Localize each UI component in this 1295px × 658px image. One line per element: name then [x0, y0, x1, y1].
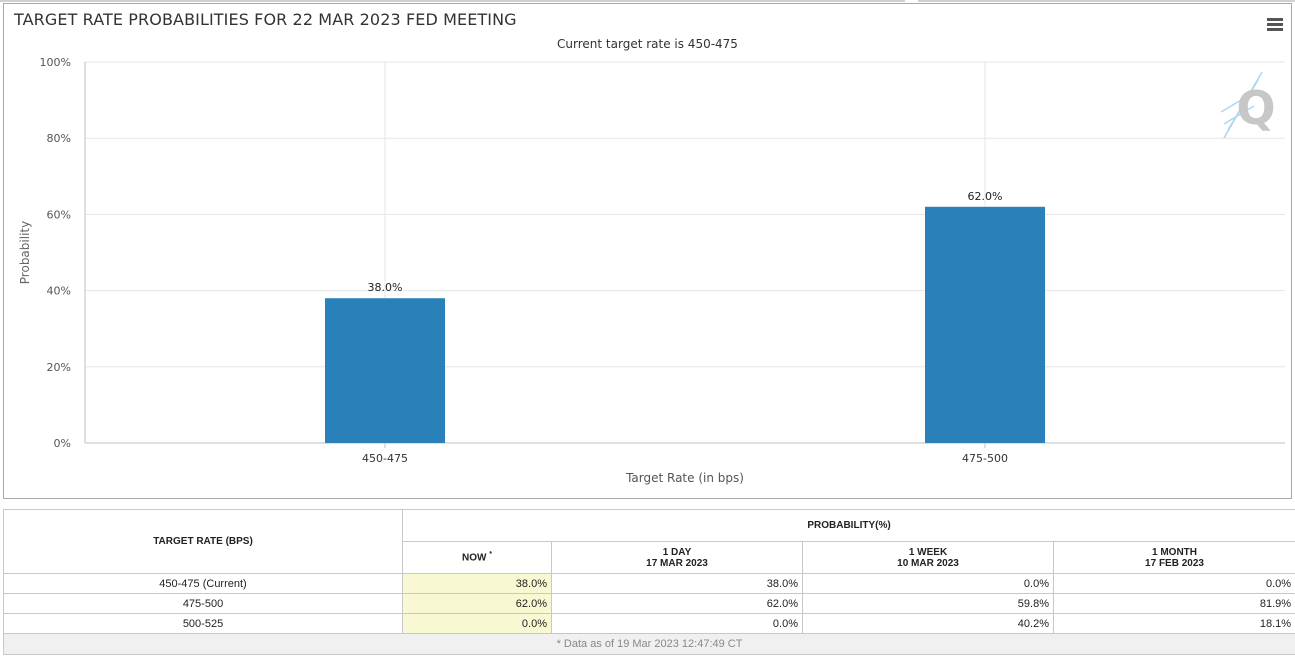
labels: 0% 20% 40% 60% 80% 100% 38.0% 450-475 62.0% 475-5… [18, 56, 1008, 485]
table-row: 500-525 0.0% 0.0% 40.2% 18.1% [3, 613, 1295, 634]
header-1-day: 1 DAY 17 MAR 2023 [551, 541, 803, 574]
y-tick-label: 0% [54, 437, 71, 450]
probability-table-wrap: TARGET RATE (BPS) PROBABILITY(%) NOW * 1… [2, 509, 1295, 655]
day-cell: 0.0% [551, 613, 803, 634]
probability-table: TARGET RATE (BPS) PROBABILITY(%) NOW * 1… [2, 509, 1295, 655]
bar-chart: 0% 20% 40% 60% 80% 100% 38.0% 450-475 62.0% 475-5… [18, 56, 1285, 485]
header-1-month: 1 MONTH 17 FEB 2023 [1052, 541, 1295, 574]
header-now: NOW * [402, 541, 552, 574]
month-cell: 18.1% [1052, 613, 1295, 634]
quikstrike-logo-icon: Q [1220, 71, 1276, 139]
table-row: 475-500 62.0% 62.0% 59.8% 81.9% [3, 593, 1295, 614]
header-probability: PROBABILITY(%) [401, 509, 1295, 542]
rate-cell: 500-525 [3, 613, 403, 634]
chart-title: TARGET RATE PROBABILITIES FOR 22 MAR 202… [14, 10, 517, 29]
rate-cell: 450-475 (Current) [3, 573, 403, 594]
y-tick-label: 80% [47, 132, 71, 145]
y-tick-label: 40% [47, 285, 71, 298]
chart-subtitle: Current target rate is 450-475 [557, 37, 738, 51]
now-cell: 38.0% [402, 573, 552, 594]
day-cell: 38.0% [551, 573, 803, 594]
y-tick-label: 60% [47, 208, 71, 221]
y-tick-label: 20% [47, 361, 71, 374]
x-axis-title: Target Rate (in bps) [625, 471, 744, 485]
y-tick-label: 100% [40, 56, 71, 69]
x-tick-label: 450-475 [362, 452, 408, 465]
svg-text:Q: Q [1236, 81, 1275, 135]
rate-cell: 475-500 [3, 593, 403, 614]
y-axis-title: Probability [18, 221, 32, 284]
chart-panel: TARGET RATE PROBABILITIES FOR 22 MAR 202… [3, 3, 1292, 499]
now-cell: 62.0% [402, 593, 552, 614]
grid [84, 61, 1285, 448]
now-cell: 0.0% [402, 613, 552, 634]
tab-strip-line [918, 0, 1295, 2]
bar [325, 298, 445, 443]
table-row: 450-475 (Current) 38.0% 38.0% 0.0% 0.0% [3, 573, 1295, 594]
x-tick-label: 475-500 [962, 452, 1008, 465]
bar [925, 206, 1045, 443]
month-cell: 81.9% [1052, 593, 1295, 614]
week-cell: 59.8% [802, 593, 1054, 614]
data-label: 62.0% [968, 190, 1003, 203]
table-footnote-row: * Data as of 19 Mar 2023 12:47:49 CT [2, 633, 1295, 655]
tab-strip-line [0, 0, 905, 2]
menu-icon[interactable] [1267, 18, 1283, 32]
week-cell: 40.2% [802, 613, 1054, 634]
data-label: 38.0% [368, 281, 403, 294]
footnote: * Data as of 19 Mar 2023 12:47:49 CT [2, 633, 1295, 655]
month-cell: 0.0% [1052, 573, 1295, 594]
week-cell: 0.0% [802, 573, 1054, 594]
header-target-rate: TARGET RATE (BPS) [3, 509, 403, 574]
bars [325, 206, 1045, 443]
header-1-week: 1 WEEK 10 MAR 2023 [802, 541, 1054, 574]
day-cell: 62.0% [551, 593, 803, 614]
